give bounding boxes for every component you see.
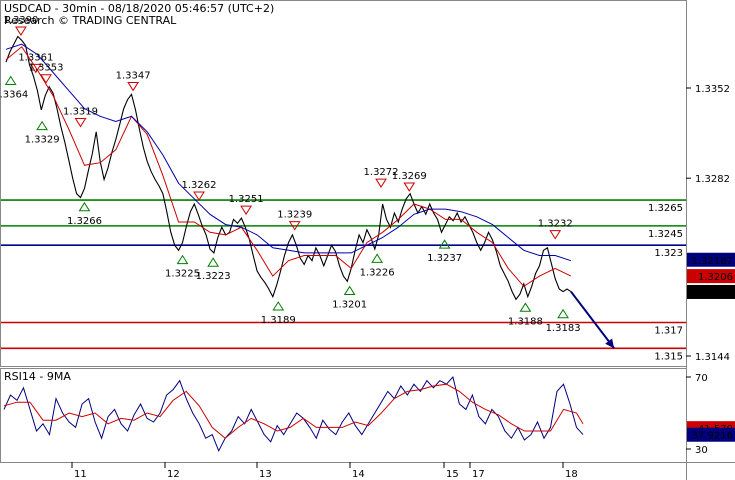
rsi-title: RSI14 - 9MA bbox=[4, 370, 71, 383]
swing-low-marker bbox=[272, 301, 285, 311]
time-tick-label: 13 bbox=[259, 469, 272, 480]
swing-low-label: 1.3226 bbox=[360, 267, 395, 278]
price-box-label: 1.31937 bbox=[692, 288, 733, 299]
swing-high-marker bbox=[403, 182, 416, 192]
swing-high-marker bbox=[74, 118, 87, 128]
time-tick-label: 14 bbox=[352, 469, 365, 480]
rsi-line-rsi bbox=[3, 375, 584, 453]
swing-low-label: 1.3266 bbox=[67, 216, 102, 227]
swing-high-marker bbox=[240, 205, 252, 216]
swing-low-label: 1.3188 bbox=[508, 316, 543, 327]
swing-high-marker bbox=[15, 26, 27, 36]
swing-high-label: 1.3272 bbox=[364, 167, 399, 178]
price-box-label: 1.3206 bbox=[698, 272, 733, 283]
time-tick-label: 12 bbox=[167, 469, 180, 480]
research-credit: Research © TRADING CENTRAL bbox=[4, 14, 177, 27]
level-label: 1.315 bbox=[654, 351, 683, 362]
horizontal-levels: 1.3265 1.3245 1.323 1.317 1.315 bbox=[1, 199, 686, 362]
price-box bbox=[687, 284, 735, 299]
swing-low-label: 1.3329 bbox=[25, 135, 60, 146]
swing-high-marker bbox=[193, 191, 205, 201]
swing-high-marker bbox=[127, 81, 140, 92]
swing-low-marker bbox=[78, 201, 91, 212]
rsi-series-group bbox=[3, 375, 584, 453]
rsi-value-box bbox=[687, 427, 735, 442]
swing-low-label: 1.3183 bbox=[546, 323, 581, 334]
level-label: 1.3265 bbox=[648, 203, 683, 214]
rsi-value-label: 37.9216 bbox=[692, 431, 733, 442]
swing-high-marker bbox=[29, 63, 42, 74]
swing-low-marker bbox=[176, 254, 189, 265]
swing-high-label: 1.3347 bbox=[116, 70, 151, 81]
swing-low-label: 1.3223 bbox=[196, 271, 231, 282]
time-tick-label: 15 bbox=[446, 469, 459, 480]
swing-high-label: 1.3262 bbox=[182, 180, 217, 191]
price-tick-label: 1.3144 bbox=[695, 352, 730, 363]
swing-high-label: 1.3361 bbox=[18, 52, 53, 63]
swing-low-marker bbox=[557, 308, 569, 319]
price-box-label: 1.32187 bbox=[692, 256, 733, 267]
price-tick-label: 1.3282 bbox=[695, 174, 730, 185]
swing-low-marker bbox=[438, 239, 451, 249]
swing-low-marker bbox=[207, 257, 220, 267]
price-box bbox=[687, 252, 735, 267]
series-line-ma-fast bbox=[5, 46, 572, 288]
time-tick-label: 18 bbox=[565, 469, 578, 480]
swing-low-label: 1.3201 bbox=[332, 300, 367, 311]
rsi-panel-frame bbox=[0, 368, 687, 463]
swing-high-label: 1.3232 bbox=[538, 219, 573, 230]
swing-high-label: 1.3239 bbox=[277, 210, 312, 221]
swing-high-marker bbox=[40, 74, 52, 84]
rsi-tick-label: 70 bbox=[695, 373, 708, 384]
swing-high-label: 1.3390 bbox=[3, 15, 38, 26]
forecast-arrow-line bbox=[570, 290, 615, 349]
swing-low-label: 1.3189 bbox=[261, 315, 296, 326]
swing-low-marker bbox=[371, 253, 384, 263]
level-label: 1.323 bbox=[654, 248, 683, 259]
rsi-line-rsi-ma bbox=[3, 383, 584, 439]
forecast-arrow-head bbox=[605, 338, 615, 349]
swing-high-marker bbox=[288, 221, 301, 231]
price-tick-label: 1.3352 bbox=[695, 84, 730, 95]
swing-high-label: 1.3269 bbox=[392, 171, 427, 182]
price-box bbox=[687, 269, 735, 284]
chart-title: USDCAD - 30min - 08/18/2020 05:46:57 (UT… bbox=[4, 2, 274, 15]
swing-low-label: 1.3225 bbox=[165, 269, 200, 280]
swing-high-marker bbox=[375, 178, 387, 189]
swing-high-label: 1.3251 bbox=[229, 194, 264, 205]
time-tick-label: 17 bbox=[472, 469, 485, 480]
price-series-group bbox=[5, 35, 572, 301]
swing-low-label: 1.3237 bbox=[427, 253, 462, 264]
swing-high-marker bbox=[549, 230, 562, 240]
series-line-ma-slow bbox=[5, 43, 572, 262]
rsi-tick-label: 30 bbox=[695, 445, 708, 456]
axes-group: 1.3352 1.3282 1.3144 11 12 13 14 15 17 18 1.32187 1… bbox=[71, 84, 735, 480]
swing-low-marker bbox=[519, 302, 532, 312]
swing-high-label: 1.3353 bbox=[29, 63, 64, 74]
swing-low-marker bbox=[4, 75, 17, 86]
swing-high-label: 1.3319 bbox=[63, 107, 98, 118]
swing-low-marker bbox=[36, 120, 48, 131]
level-label: 1.3245 bbox=[648, 229, 683, 240]
swing-low-marker bbox=[343, 285, 356, 296]
level-label: 1.317 bbox=[654, 326, 683, 337]
swing-low-label: 1.3364 bbox=[0, 90, 28, 101]
price-panel-frame bbox=[0, 0, 687, 367]
time-tick-label: 11 bbox=[74, 469, 87, 480]
series-line-price bbox=[5, 35, 572, 301]
